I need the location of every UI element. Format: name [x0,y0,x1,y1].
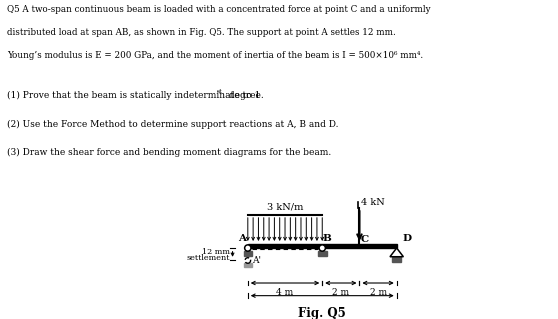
Circle shape [319,245,325,251]
Text: 4 m: 4 m [276,288,294,297]
Polygon shape [390,248,403,257]
Bar [318,251,326,256]
Text: degree.: degree. [226,91,264,100]
Circle shape [244,245,251,251]
Text: (2) Use the Force Method to determine support reactions at A, B and D.: (2) Use the Force Method to determine su… [7,120,338,129]
Text: distributed load at span AB, as shown in Fig. Q5. The support at point A settles: distributed load at span AB, as shown in… [7,28,396,37]
Text: (1) Prove that the beam is statically indeterminate to 1: (1) Prove that the beam is statically in… [7,91,260,100]
Text: 2 m: 2 m [333,288,349,297]
Text: settlement: settlement [186,254,230,262]
Text: C: C [361,234,369,244]
Text: (3) Draw the shear force and bending moment diagrams for the beam.: (3) Draw the shear force and bending mom… [7,148,331,157]
Text: B: B [323,234,331,243]
Bar [243,251,252,256]
Bar [248,244,397,248]
Text: A': A' [252,256,261,265]
Text: A: A [238,234,246,243]
Text: 12 mm: 12 mm [202,249,230,256]
Text: D: D [402,234,411,243]
Bar [392,257,401,262]
Text: st: st [217,89,222,94]
Text: Fig. Q5: Fig. Q5 [299,307,346,319]
Bar [243,263,252,267]
Text: 2 m: 2 m [369,288,387,297]
Text: Q5 A two-span continuous beam is loaded with a concentrated force at point C and: Q5 A two-span continuous beam is loaded … [7,5,430,14]
Text: 4 kN: 4 kN [361,197,384,206]
Text: Young’s modulus is E = 200 GPa, and the moment of inertia of the beam is I = 500: Young’s modulus is E = 200 GPa, and the … [7,51,423,60]
Circle shape [245,258,251,263]
Text: 3 kN/m: 3 kN/m [267,203,303,211]
